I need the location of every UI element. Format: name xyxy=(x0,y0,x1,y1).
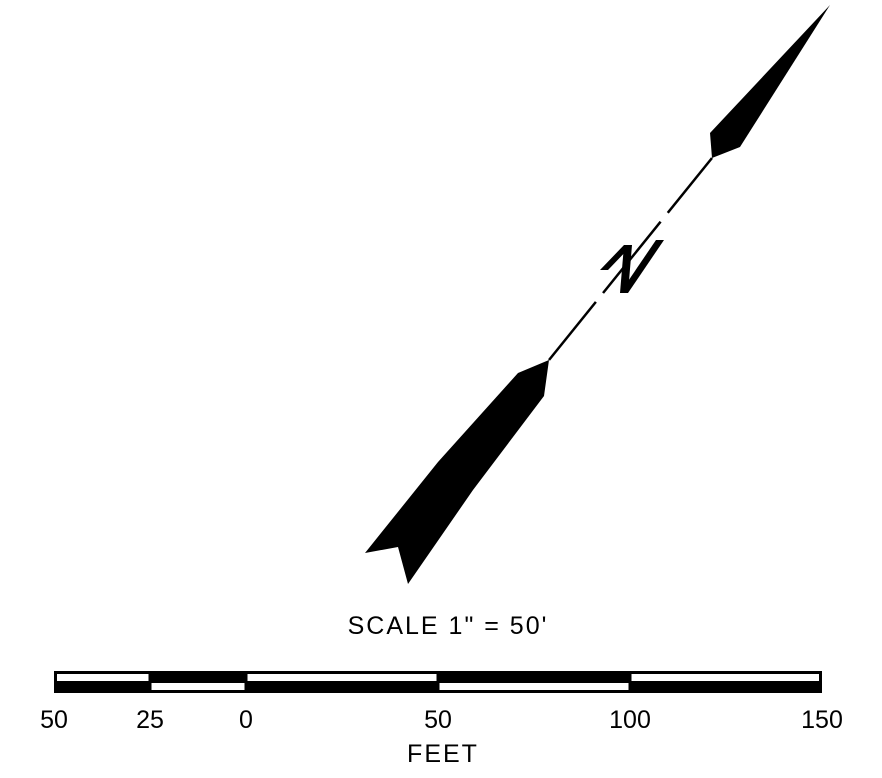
north-arrow-head xyxy=(710,5,830,158)
north-arrow-tail xyxy=(365,360,549,584)
scale-units-label: FEET xyxy=(407,740,479,768)
scale-segment-4 xyxy=(631,674,819,681)
scale-segment-2 xyxy=(247,674,437,681)
scale-tick-label: 50 xyxy=(40,706,68,734)
scale-tick-label: 150 xyxy=(801,706,843,734)
scale-tick-label: 50 xyxy=(424,706,452,734)
scale-bar-frame xyxy=(54,671,822,693)
scale-segments xyxy=(54,671,822,693)
scale-tick-label: 100 xyxy=(609,706,651,734)
scale-tick-label: 0 xyxy=(239,706,253,734)
scale-segment-3 xyxy=(439,683,629,690)
scale-tick-labels: 50 25 0 50 100 150 xyxy=(40,706,843,734)
north-arrow xyxy=(365,5,830,584)
scale-bar: 50 25 0 50 100 150 FEET xyxy=(40,671,843,768)
north-letter xyxy=(600,240,664,293)
scale-segment-0 xyxy=(57,674,149,681)
scale-segment-1 xyxy=(151,683,245,690)
scale-tick-label: 25 xyxy=(136,706,164,734)
scale-title: SCALE 1" = 50' xyxy=(347,612,549,640)
